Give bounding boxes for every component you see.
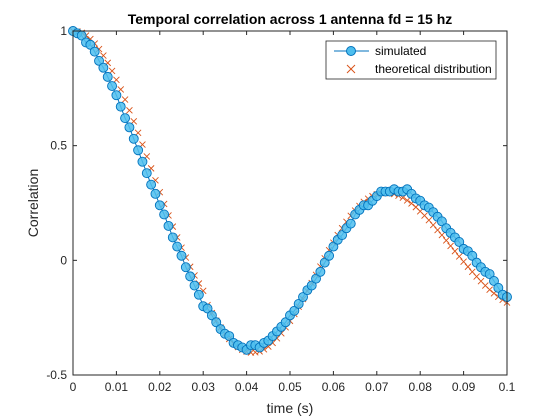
- simulated-point: [189, 280, 200, 291]
- simulated-point: [128, 133, 139, 144]
- x-tick-label: 0.05: [278, 380, 302, 394]
- theoretical-point: [464, 263, 472, 271]
- x-tick-label: 0.1: [499, 380, 516, 394]
- theoretical-point: [438, 231, 446, 239]
- simulated-point: [324, 250, 335, 261]
- simulated-point: [193, 289, 204, 300]
- simulated-point: [124, 122, 135, 133]
- simulated-point: [150, 188, 161, 199]
- theoretical-point: [447, 242, 454, 250]
- legend-theoretical-marker: [346, 64, 356, 74]
- simulated-point: [159, 209, 170, 220]
- theoretical-point: [455, 253, 463, 260]
- x-tick-label: 0: [70, 380, 77, 394]
- chart-title: Temporal correlation across 1 antenna fd…: [128, 11, 453, 27]
- x-tick-label: 0.01: [105, 380, 129, 394]
- simulated-point: [133, 145, 144, 156]
- theoretical-point: [121, 96, 129, 103]
- simulated-point: [120, 113, 131, 124]
- theoretical-point: [429, 221, 437, 229]
- x-tick-label: 0.02: [148, 380, 172, 394]
- simulated-point: [146, 179, 157, 190]
- simulated-point: [180, 262, 191, 273]
- theoretical-point: [451, 247, 459, 255]
- y-tick-label: 1: [60, 24, 67, 38]
- x-axis-label: time (s): [267, 400, 314, 416]
- simulated-point: [163, 220, 174, 231]
- simulated-point: [137, 156, 148, 167]
- simulated-point: [107, 81, 118, 91]
- y-axis-label: Correlation: [25, 169, 41, 237]
- simulated-point: [89, 46, 100, 57]
- simulated-point: [185, 271, 196, 282]
- x-tick-label: 0.06: [322, 380, 346, 394]
- theoretical-point: [460, 258, 467, 266]
- simulated-point: [167, 232, 178, 243]
- legend-simulated-marker: [346, 46, 356, 56]
- theoretical-point: [126, 107, 133, 114]
- theoretical-point: [434, 226, 441, 234]
- x-tick-label: 0.03: [192, 380, 216, 394]
- simulated-point: [154, 200, 165, 211]
- theoretical-point: [442, 237, 450, 244]
- theoretical-point: [403, 197, 411, 204]
- y-tick-label: 0.5: [50, 139, 67, 153]
- x-tick-label: 0.04: [235, 380, 259, 394]
- simulated-point: [115, 101, 126, 112]
- simulated-point: [172, 241, 183, 252]
- simulated-point: [315, 266, 326, 277]
- simulated-point: [345, 218, 356, 229]
- theoretical-point: [486, 286, 493, 294]
- series-layer: [68, 26, 512, 356]
- x-tick-label: 0.08: [409, 380, 433, 394]
- y-tick-label: -0.5: [46, 368, 67, 382]
- simulated-point: [141, 168, 152, 179]
- simulated-point: [102, 71, 113, 82]
- x-tick-label: 0.07: [365, 380, 389, 394]
- x-tick-label: 0.09: [452, 380, 476, 394]
- ticks-layer: 0 0.01 0.02 0.03 0.04 0.05 0.06 0.07 0.08 0.09 0.1…: [46, 24, 515, 394]
- simulated-point: [176, 250, 187, 261]
- legend-simulated-label: simulated: [375, 44, 426, 58]
- y-tick-label: 0: [60, 253, 67, 267]
- legend-theoretical-label: theoretical distribution: [375, 62, 492, 76]
- legend: simulated theoretical distribution: [325, 40, 497, 80]
- simulated-point: [98, 62, 109, 73]
- simulated-point: [111, 90, 122, 101]
